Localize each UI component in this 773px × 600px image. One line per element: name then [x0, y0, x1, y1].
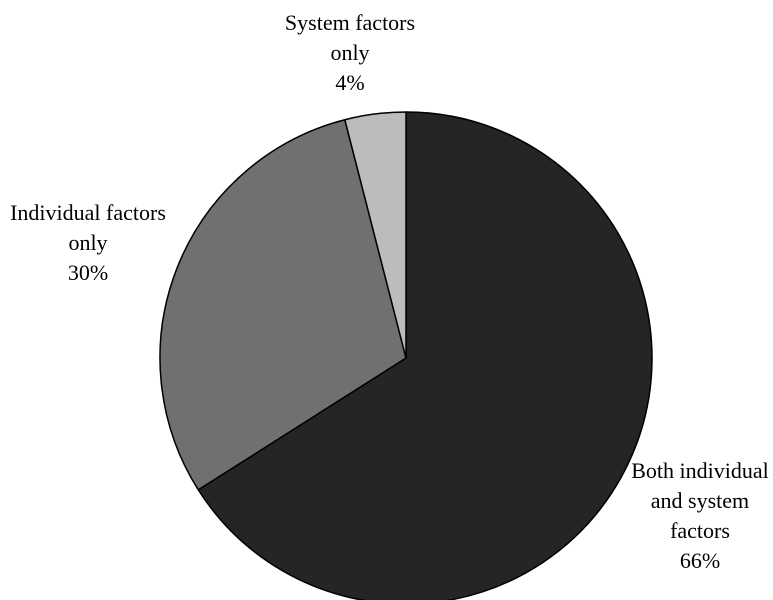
slice-label-group-0: Both individual and system factors 66% — [631, 458, 769, 573]
slice-value-label-1: 30% — [68, 260, 108, 285]
slice-label-1-line-1: only — [68, 230, 107, 255]
slice-label-0-line-2: factors — [670, 518, 730, 543]
slice-value-label-2: 4% — [335, 70, 364, 95]
slice-label-2-line-1: only — [330, 40, 369, 65]
pie-slice-0 — [197, 111, 653, 600]
pie-slice-1 — [159, 118, 407, 491]
slice-label-2-line-0: System factors — [285, 10, 415, 35]
slice-label-0-line-1: and system — [651, 488, 749, 513]
slice-label-group-2: System factors only 4% — [285, 10, 415, 95]
slice-label-1-line-0: Individual factors — [10, 200, 166, 225]
slice-label-0-line-0: Both individual — [631, 458, 769, 483]
slice-value-label-0: 66% — [680, 548, 720, 573]
pie-slice-2 — [344, 111, 407, 359]
slice-label-group-1: Individual factors only 30% — [10, 200, 166, 285]
